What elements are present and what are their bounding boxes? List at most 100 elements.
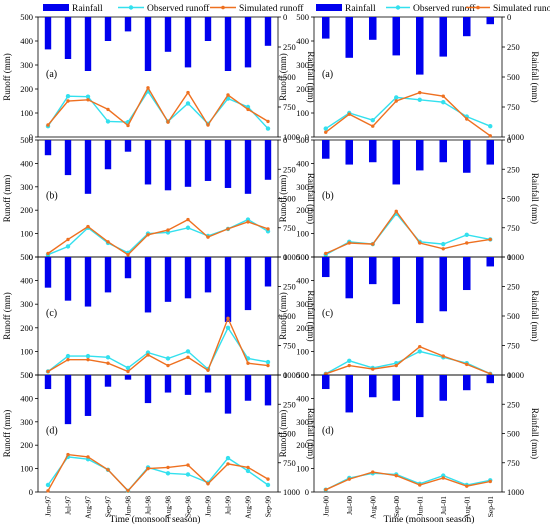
y2-tick-label: 500: [507, 429, 520, 439]
rainfall-bar: [368, 140, 377, 163]
x-tick-label: Aug-98: [164, 496, 173, 519]
rainfall-bar: [224, 140, 232, 188]
observed-runoff-point: [265, 482, 271, 488]
rainfall-bar: [64, 17, 72, 59]
panel-label: (a): [322, 69, 333, 80]
rainfall-bar: [439, 257, 448, 312]
rainfall-bar: [144, 375, 152, 404]
y2-tick-label: 500: [283, 429, 296, 439]
simulated-runoff-point: [146, 466, 150, 471]
y2-tick-label: 0: [283, 12, 287, 22]
y-axis-title: Runoff (mm): [2, 410, 12, 458]
rainfall-bar: [84, 140, 92, 194]
y-tick-label: 200: [20, 84, 33, 94]
y2-tick-label: 500: [283, 194, 296, 204]
simulated-runoff-line: [47, 218, 269, 256]
panel-label: (d): [46, 426, 58, 437]
y2-tick-label: 250: [283, 42, 296, 52]
simulated-runoff-point: [66, 237, 70, 242]
simulated-runoff-point: [226, 462, 230, 466]
rainfall-bar: [224, 375, 232, 414]
plot-frame: [37, 16, 279, 138]
rainfall-bar: [44, 257, 52, 288]
rainfall-bar: [321, 140, 330, 159]
observed-runoff-line: [47, 456, 269, 492]
y-tick-label: 200: [296, 323, 309, 333]
y2-tick-label: 750: [507, 458, 520, 468]
rainfall-bar: [104, 257, 112, 293]
y2-tick-label: 750: [507, 223, 520, 233]
legend-observed-marker: [395, 5, 401, 10]
x-tick-label: Jul-98: [144, 496, 153, 515]
y-tick-label: 0: [29, 487, 33, 497]
rainfall-bar: [244, 257, 252, 311]
simulated-runoff-point: [46, 251, 50, 256]
y-tick-label: 400: [20, 393, 33, 403]
simulated-runoff-point: [146, 86, 150, 90]
rainfall-bar: [321, 257, 330, 278]
simulated-runoff-point: [394, 209, 398, 214]
observed-runoff-point: [417, 349, 422, 354]
simulated-runoff-point: [206, 235, 210, 239]
y-tick-label: 100: [20, 346, 33, 356]
rainfall-bar: [144, 140, 152, 185]
legend-rainfall-label: Rainfall: [72, 3, 103, 14]
y2-tick-label: 1000: [283, 370, 300, 380]
y2-axis-title: Rainfall (mm): [530, 173, 540, 224]
rainfall-bar: [184, 17, 192, 68]
plot-frame: [37, 374, 279, 493]
legend-observed-label: Observed runoff: [147, 3, 210, 14]
y2-tick-label: 250: [283, 399, 296, 409]
simulated-runoff-point: [226, 316, 230, 321]
observed-runoff-line: [47, 90, 269, 130]
observed-runoff-point: [245, 468, 251, 474]
simulated-runoff-point: [106, 468, 110, 472]
rainfall-bar: [144, 257, 152, 313]
y2-axis-title: Rainfall (mm): [530, 408, 540, 459]
y2-axis-title: Rainfall (mm): [306, 408, 316, 459]
rainfall-bar: [462, 140, 471, 173]
x-tick-label: Jun-97: [44, 496, 53, 517]
y-tick-label: 300: [20, 299, 33, 309]
simulated-runoff-point: [86, 455, 90, 459]
y2-tick-label: 0: [507, 135, 511, 145]
simulated-runoff-point: [246, 361, 250, 365]
rainfall-bar: [164, 375, 172, 393]
y-tick-label: 100: [20, 229, 33, 239]
simulated-runoff-line: [47, 316, 269, 373]
y2-tick-label: 500: [283, 72, 296, 82]
simulated-runoff-point: [441, 247, 445, 251]
observed-runoff-point: [45, 482, 51, 488]
observed-runoff-point: [225, 325, 231, 330]
simulated-runoff-point: [186, 355, 190, 359]
simulated-runoff-point: [46, 123, 50, 127]
rainfall-bar: [124, 375, 132, 380]
rainfall-bar: [462, 257, 471, 291]
rainfall-bar: [144, 17, 152, 71]
rainfall-bar: [64, 257, 72, 301]
simulated-runoff-point: [324, 487, 328, 492]
y-tick-label: 400: [296, 393, 309, 403]
y-tick-label: 0: [305, 252, 309, 262]
simulated-runoff-point: [186, 217, 190, 222]
x-tick-label: Aug-01: [462, 496, 471, 519]
y-tick-label: 500: [296, 135, 309, 145]
observed-runoff-point: [265, 359, 271, 365]
rainfall-bar: [204, 17, 212, 41]
panel-label: (d): [322, 426, 334, 437]
simulated-runoff-line: [325, 471, 491, 491]
rainfall-bar: [321, 375, 330, 390]
panel-label: (c): [322, 308, 333, 319]
rainfall-bar: [124, 140, 132, 152]
y-tick-label: 300: [296, 417, 309, 427]
simulated-runoff-point: [186, 463, 190, 467]
legend-rainfall-swatch: [316, 4, 342, 11]
simulated-runoff-point: [166, 465, 170, 470]
simulated-runoff-line: [325, 91, 491, 137]
x-axis-title-right: Time (monsoon season): [384, 514, 475, 525]
y-tick-label: 200: [20, 323, 33, 333]
rainfall-bar: [124, 257, 132, 279]
y-axis-title: Runoff (mm): [2, 175, 12, 223]
